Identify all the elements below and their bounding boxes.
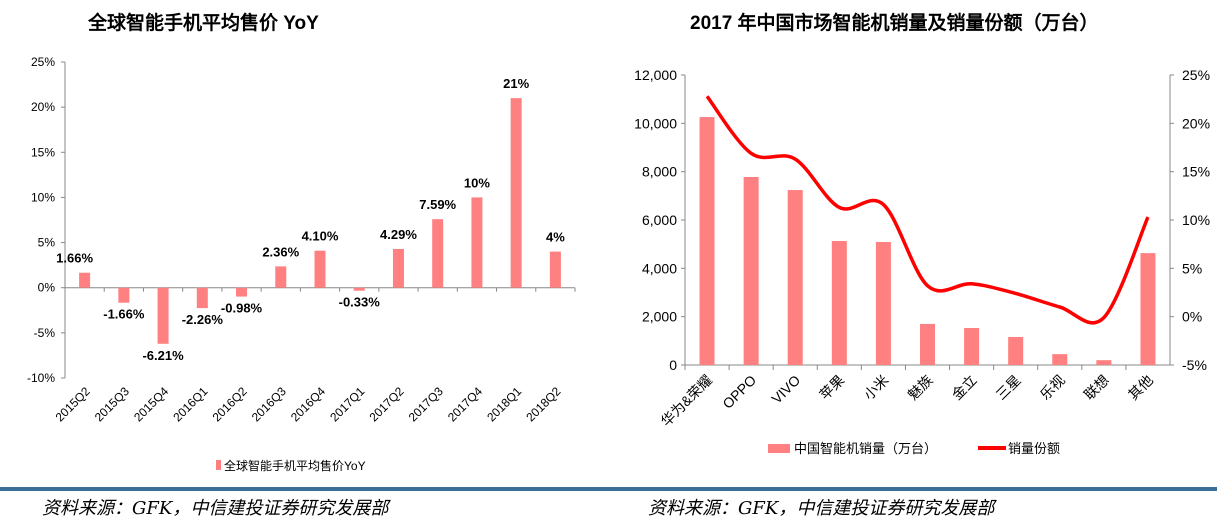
x-tick-label: 2017Q2 <box>366 384 406 424</box>
y-tick-label: 25% <box>31 55 55 69</box>
legend-swatch <box>216 460 221 470</box>
x-tick-label: 2016Q4 <box>288 384 328 424</box>
right-source: 资料来源：GFK，中信建投证券研究发展部 <box>648 498 995 519</box>
x-tick-label: 三星 <box>993 372 1024 403</box>
x-tick-label: 2016Q3 <box>249 384 289 424</box>
x-tick-label: 魅族 <box>905 372 936 403</box>
x-tick-label: VIVO <box>768 372 803 407</box>
left-chart-title: 全球智能手机平均售价 YoY <box>88 13 319 34</box>
bar-小米 <box>875 241 891 365</box>
y-tick-label: 4,000 <box>642 260 677 276</box>
y-tick-label: 5% <box>38 236 56 250</box>
y-tick-label: 20% <box>31 100 55 114</box>
data-label: 2.36% <box>262 244 299 259</box>
y-tick-label: 0% <box>38 281 56 295</box>
x-tick-label: 2016Q1 <box>170 384 210 424</box>
bar-三星 <box>1008 336 1024 365</box>
y2-tick-label: 5% <box>1182 260 1202 276</box>
x-tick-label: 2017Q1 <box>327 384 367 424</box>
y2-tick-label: 10% <box>1182 212 1210 228</box>
bar-魅族 <box>920 323 935 365</box>
y-tick-label: 8,000 <box>642 164 677 180</box>
y2-tick-label: -5% <box>1182 357 1207 373</box>
data-label: 7.59% <box>419 197 456 212</box>
x-tick-label: 2018Q1 <box>484 384 524 424</box>
x-tick-label: 联想 <box>1081 372 1112 403</box>
bar-其他 <box>1140 253 1156 365</box>
y-tick-label: 2,000 <box>642 309 677 325</box>
x-tick-label: 乐视 <box>1037 372 1068 403</box>
x-tick-label: 2015Q2 <box>53 384 93 424</box>
y2-tick-label: 20% <box>1182 115 1210 131</box>
right-chart-title: 2017 年中国市场智能机销量及销量份额（万台） <box>690 13 1099 34</box>
x-tick-label: 2016Q2 <box>210 384 250 424</box>
bar-2017Q3 <box>432 219 444 288</box>
data-label: -0.33% <box>339 295 381 310</box>
bar-金立 <box>964 328 980 365</box>
y-tick-label: -10% <box>27 371 55 385</box>
x-tick-label: 小米 <box>860 372 891 403</box>
bar-2015Q3 <box>118 287 130 303</box>
bar-2016Q2 <box>236 287 248 297</box>
legend-label: 全球智能手机平均售价YoY <box>224 458 366 473</box>
left-source: 资料来源：GFK，中信建投证券研究发展部 <box>42 498 389 519</box>
data-label: 21% <box>503 76 529 91</box>
x-tick-label: OPPO <box>719 372 759 412</box>
bar-2016Q1 <box>196 287 208 309</box>
bar-2017Q1 <box>353 287 365 291</box>
x-tick-label: 2017Q3 <box>406 384 446 424</box>
data-label: -1.66% <box>103 307 145 322</box>
x-tick-label: 其他 <box>1125 372 1156 403</box>
bar-2016Q3 <box>275 266 287 288</box>
y-tick-label: 15% <box>31 145 55 159</box>
data-label: -2.26% <box>182 312 224 327</box>
data-label: 10% <box>464 175 490 190</box>
x-tick-label: 2018Q2 <box>523 384 563 424</box>
bar-2017Q2 <box>392 248 404 288</box>
data-label: 4.10% <box>302 229 339 244</box>
bar-OPPO <box>743 176 759 365</box>
share-line <box>705 95 1150 325</box>
x-tick-label: 2015Q4 <box>131 384 171 424</box>
bar-VIVO <box>787 190 803 365</box>
bar-2015Q2 <box>79 272 91 288</box>
bar-2018Q1 <box>510 98 522 288</box>
x-tick-label: 华为&荣耀 <box>658 372 716 430</box>
y2-tick-label: 0% <box>1182 309 1202 325</box>
legend-line-label: 销量份额 <box>1008 441 1060 456</box>
bar-乐视 <box>1052 354 1068 365</box>
bar-2016Q4 <box>314 250 326 288</box>
data-label: 4.29% <box>380 227 417 242</box>
divider <box>0 487 1217 491</box>
data-label: 1.66% <box>56 251 93 266</box>
data-label: -6.21% <box>142 348 184 363</box>
bar-联想 <box>1096 360 1112 365</box>
y-tick-label: 6,000 <box>642 212 677 228</box>
legend-bar-swatch <box>768 444 790 453</box>
data-label: 4% <box>546 230 565 245</box>
bar-华为&荣耀 <box>699 117 715 365</box>
x-tick-label: 2015Q3 <box>92 384 132 424</box>
y2-tick-label: 15% <box>1182 164 1210 180</box>
x-tick-label: 2017Q4 <box>445 384 485 424</box>
y-tick-label: 12,000 <box>634 67 677 83</box>
y2-tick-label: 25% <box>1182 67 1210 83</box>
data-label: -0.98% <box>221 301 263 316</box>
x-tick-label: 金立 <box>949 372 980 403</box>
y-tick-label: 0 <box>669 357 677 373</box>
y-tick-label: 10,000 <box>634 115 677 131</box>
y-tick-label: 10% <box>31 190 55 204</box>
bar-苹果 <box>831 241 847 365</box>
bar-2015Q4 <box>157 287 169 344</box>
x-tick-label: 苹果 <box>816 372 847 403</box>
y-tick-label: -5% <box>34 326 56 340</box>
legend-bar-label: 中国智能机销量（万台） <box>794 441 937 456</box>
bar-2017Q4 <box>471 197 483 288</box>
bar-2018Q2 <box>549 251 561 288</box>
